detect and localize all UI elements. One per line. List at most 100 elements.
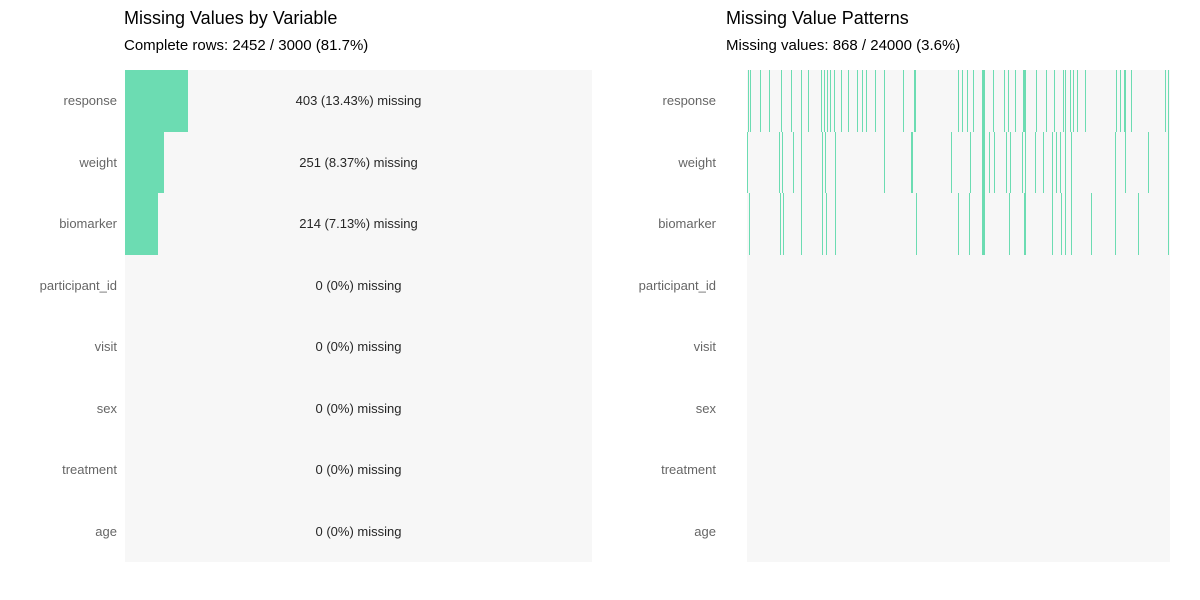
missing-tick-weight — [1147, 131, 1149, 193]
missing-tick-biomarker — [1008, 193, 1010, 255]
missing-tick-biomarker — [1115, 193, 1117, 255]
missing-tick-response — [801, 70, 803, 132]
missing-tick-response — [1130, 70, 1132, 132]
y-axis-label-treatment: treatment — [62, 462, 117, 477]
missing-tick-biomarker — [1052, 193, 1054, 255]
missing-tick-response — [865, 70, 867, 132]
missing-tick-response — [1046, 70, 1048, 132]
right-y-axis-labels: response weight biomarker participant_id vis… — [596, 70, 716, 562]
missing-tick-response — [807, 70, 809, 132]
missing-tick-response — [856, 70, 858, 132]
missing-tick-weight — [989, 131, 991, 193]
missing-tick-biomarker — [1168, 193, 1170, 255]
missing-tick-weight — [1115, 131, 1117, 193]
missing-tick-weight — [1009, 131, 1011, 193]
y-axis-label-sex: sex — [96, 400, 117, 416]
y-axis-label-age: age — [95, 523, 117, 539]
missing-tick-response — [958, 70, 959, 132]
missing-tick-response — [1036, 70, 1038, 132]
missing-tick-weight — [1006, 131, 1008, 193]
missing-count-annotation-visit: 0 (0%) missing — [315, 339, 402, 354]
y-axis-label-biomarker: biomarker — [658, 216, 716, 231]
right-plot-area — [747, 70, 1170, 562]
missing-tick-response — [903, 70, 905, 132]
missing-tick-weight — [1071, 131, 1073, 193]
missing-tick-biomarker — [1137, 193, 1139, 255]
right-chart-subtitle: Missing values: 868 / 24000 (3.6%) — [726, 37, 961, 54]
left-plot-area: 403 (13.43%) missing 251 (8.37%) missing 2… — [125, 70, 592, 562]
missing-bar-response — [125, 70, 188, 132]
missing-tick-response — [833, 70, 835, 132]
missing-tick-weight — [1056, 131, 1058, 193]
missing-tick-weight — [747, 131, 748, 193]
missing-tick-response — [1069, 70, 1071, 132]
y-axis-label-weight: weight — [79, 154, 117, 170]
missing-tick-response — [913, 70, 916, 132]
y-axis-label-age: age — [694, 523, 716, 539]
missing-tick-response — [862, 70, 864, 132]
missing-tick-weight — [970, 131, 972, 193]
missing-tick-response — [1124, 70, 1127, 132]
missing-tick-weight — [981, 131, 985, 193]
missing-tick-weight — [782, 131, 784, 193]
missing-tick-weight — [910, 131, 913, 193]
missing-tick-biomarker — [1064, 193, 1066, 255]
missing-tick-biomarker — [782, 193, 784, 255]
missing-tick-weight — [1052, 131, 1054, 193]
missing-tick-biomarker — [915, 193, 917, 255]
left-chart-title: Missing Values by Variable — [124, 8, 338, 28]
y-axis-label-treatment: treatment — [661, 462, 716, 477]
missing-tick-weight — [801, 131, 803, 193]
missing-tick-response — [1120, 70, 1121, 132]
missing-tick-biomarker — [1071, 193, 1073, 255]
missing-tick-response — [780, 70, 782, 132]
y-axis-label-participant_id: participant_id — [638, 277, 716, 293]
y-axis-label-participant_id: participant_id — [39, 277, 117, 293]
missing-tick-response — [1073, 70, 1075, 132]
missing-tick-response — [1003, 70, 1005, 132]
missing-tick-biomarker — [1061, 193, 1063, 255]
missing-tick-weight — [1168, 131, 1170, 193]
missing-tick-biomarker — [780, 193, 782, 255]
missing-tick-response — [981, 70, 985, 132]
missing-tick-weight — [835, 131, 837, 193]
missing-tick-response — [972, 70, 974, 132]
y-axis-label-weight: weight — [678, 154, 716, 170]
missing-bar-biomarker — [125, 193, 159, 255]
missing-tick-weight — [824, 131, 826, 193]
missing-tick-response — [961, 70, 963, 132]
missing-count-annotation-weight: 251 (8.37%) missing — [299, 154, 418, 170]
missing-tick-response — [769, 70, 771, 132]
missing-tick-biomarker — [801, 193, 803, 255]
missing-tick-biomarker — [1091, 193, 1093, 255]
missing-tick-biomarker — [958, 193, 959, 255]
y-axis-label-visit: visit — [94, 339, 117, 354]
missing-tick-response — [1085, 70, 1087, 132]
missing-bar-weight — [125, 131, 165, 193]
missing-tick-response — [967, 70, 969, 132]
missing-tick-response — [1062, 70, 1064, 132]
missing-count-annotation-response: 403 (13.43%) missing — [295, 93, 422, 108]
missing-tick-biomarker — [835, 193, 837, 255]
missing-tick-weight — [1022, 131, 1024, 193]
missing-count-annotation-treatment: 0 (0%) missing — [315, 462, 402, 477]
missing-tick-response — [760, 70, 762, 132]
missing-tick-weight — [1043, 131, 1045, 193]
y-axis-label-visit: visit — [693, 339, 716, 354]
missing-tick-response — [827, 70, 829, 132]
missing-tick-weight — [951, 131, 953, 193]
left-y-axis-labels: response weight biomarker participant_id vis… — [0, 70, 117, 562]
missing-tick-response — [1065, 70, 1067, 132]
missing-tick-weight — [1035, 131, 1037, 193]
missing-tick-response — [875, 70, 877, 132]
missing-tick-biomarker — [825, 193, 827, 255]
missing-tick-weight — [1024, 131, 1026, 193]
y-axis-label-response: response — [63, 93, 117, 108]
missing-tick-weight — [779, 131, 781, 193]
missing-tick-biomarker — [981, 193, 985, 255]
missing-tick-weight — [793, 131, 795, 193]
missing-tick-response — [750, 70, 752, 132]
missing-count-annotation-participant_id: 0 (0%) missing — [315, 277, 402, 293]
missing-tick-response — [1077, 70, 1079, 132]
y-axis-label-sex: sex — [695, 400, 716, 416]
